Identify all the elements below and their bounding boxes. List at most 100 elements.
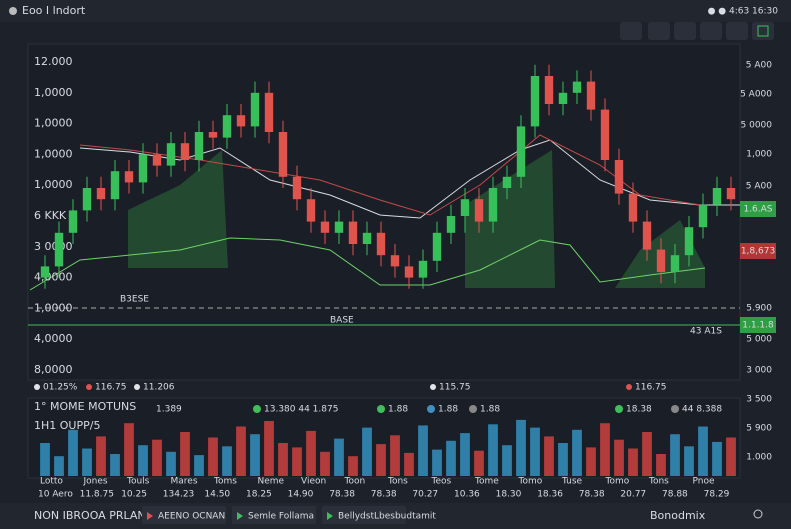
stat-value: 1.88 — [388, 405, 408, 415]
left-axis-label: 4,0000 — [34, 271, 73, 284]
volume-bar — [670, 434, 680, 476]
candle-body — [362, 232, 372, 244]
volume-bar — [40, 443, 50, 476]
footer-tab-label: Bellydst — [338, 512, 374, 522]
tool-button[interactable] — [648, 22, 670, 40]
candle-body — [586, 81, 596, 110]
app-title: Eoo I lndort — [22, 4, 86, 17]
right-axis-label: 5 A00 — [746, 182, 772, 192]
left-axis-label: 6 KKK — [34, 209, 67, 222]
footer-tab[interactable] — [322, 506, 406, 524]
candle-body — [292, 176, 302, 200]
volume-bar — [180, 432, 190, 476]
indicator-dot — [134, 384, 140, 390]
panel-subtitle: 1H1 OUPP/5 — [34, 419, 100, 432]
indicator-dot — [626, 384, 632, 390]
level-label: 43 A1S — [690, 327, 722, 337]
stat-value: 1.88 — [438, 405, 458, 415]
candle-body — [54, 232, 64, 267]
volume-bar — [572, 429, 582, 476]
volume-bar — [68, 429, 78, 476]
candle-body — [250, 92, 260, 127]
footer-tab[interactable] — [232, 506, 316, 524]
app-icon — [9, 7, 17, 15]
price-tag — [740, 317, 776, 333]
candle-body — [726, 188, 736, 200]
volume-bar — [698, 426, 708, 476]
time-name: Tuse — [561, 477, 583, 487]
footer-tab-label: Semle Follama — [248, 512, 314, 522]
stat-dot — [253, 405, 261, 413]
candle-body — [306, 199, 316, 222]
volume-bar — [334, 438, 344, 476]
volume-bar — [208, 437, 218, 476]
candle-body — [334, 221, 344, 233]
left-axis-label: 8,0000 — [34, 363, 73, 376]
volume-bar — [264, 421, 274, 476]
areas — [128, 150, 705, 288]
time-name: Tomo — [518, 477, 543, 487]
indicator-dot — [86, 384, 92, 390]
candle-body — [432, 232, 442, 261]
time-value: 134.23 — [163, 490, 195, 500]
indicator-dot — [34, 384, 40, 390]
candle-body — [642, 221, 652, 250]
right-axis-label: 5 A00 — [746, 61, 772, 71]
price-tag — [740, 201, 776, 217]
tool-button[interactable] — [620, 22, 642, 40]
candle-body — [320, 221, 330, 233]
time-value: 18.25 — [246, 490, 272, 500]
time-name: Lotto — [40, 477, 63, 487]
footer-tab-label: AEENO OCNAN — [158, 512, 225, 522]
indicator-value: 11.206 — [143, 383, 175, 393]
candle-body — [600, 109, 610, 160]
volume-bar — [432, 449, 442, 476]
candle-body — [180, 143, 190, 160]
time-value: 18.30 — [496, 490, 522, 500]
candle-body — [698, 204, 708, 228]
left-axis-label: 4,0000 — [34, 332, 73, 345]
candle-body — [68, 210, 78, 233]
volume-bar — [460, 433, 470, 476]
right-axis-label: 5 A000 — [740, 90, 772, 100]
candle-body — [614, 160, 624, 194]
volume-bar — [82, 448, 92, 476]
footer-tab[interactable] — [142, 506, 226, 524]
stat-value: 1.88 — [480, 405, 500, 415]
candle-body — [138, 154, 148, 183]
candle-body — [376, 232, 386, 256]
tool-button[interactable] — [752, 22, 774, 40]
volume-bar — [166, 451, 176, 476]
stat-dot — [377, 405, 385, 413]
time-value: 78.38 — [329, 490, 355, 500]
indicator-dot — [430, 384, 436, 390]
volume-bar — [194, 455, 204, 476]
tool-button[interactable] — [700, 22, 722, 40]
tool-button[interactable] — [674, 22, 696, 40]
search-icon[interactable] — [753, 509, 763, 519]
stat-value: 44 8.388 — [682, 405, 722, 415]
candle-body — [152, 154, 162, 166]
time-value: 14.50 — [204, 490, 230, 500]
stat-value: 1.389 — [156, 405, 182, 415]
indicator-value: 116.75 — [635, 383, 667, 393]
volume-bar — [502, 445, 512, 476]
candle-body — [124, 171, 134, 183]
volume-bar — [516, 419, 526, 476]
time-name: Tons — [648, 477, 669, 487]
time-value: 70.27 — [412, 490, 438, 500]
price-tag-text: 1.6.AS — [743, 205, 772, 215]
volume-bar — [712, 441, 722, 476]
time-name: Touls — [126, 477, 150, 487]
stat-dot — [427, 405, 435, 413]
candle-body — [656, 249, 666, 272]
left-axis-label: 3 0000 — [34, 240, 73, 253]
tab-arrow — [237, 512, 243, 520]
candle-body — [516, 126, 526, 177]
time-name: Tome — [474, 477, 499, 487]
volume-bar — [600, 423, 610, 476]
right-axis-label: 1,000 — [746, 150, 772, 160]
time-name: Pnoe — [693, 477, 715, 487]
tool-button[interactable] — [726, 22, 748, 40]
right-axis-label: 5 900 — [746, 424, 772, 434]
